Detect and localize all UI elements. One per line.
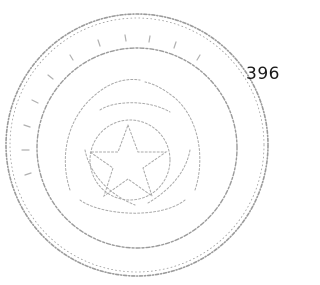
seal-outer-ring-inner xyxy=(10,18,264,272)
page-number: 396 xyxy=(246,64,280,84)
scanned-page: 396 xyxy=(0,0,293,285)
seal-outer-ring xyxy=(6,14,268,276)
stamp-seal xyxy=(0,0,293,285)
seal-emblem xyxy=(65,80,200,214)
